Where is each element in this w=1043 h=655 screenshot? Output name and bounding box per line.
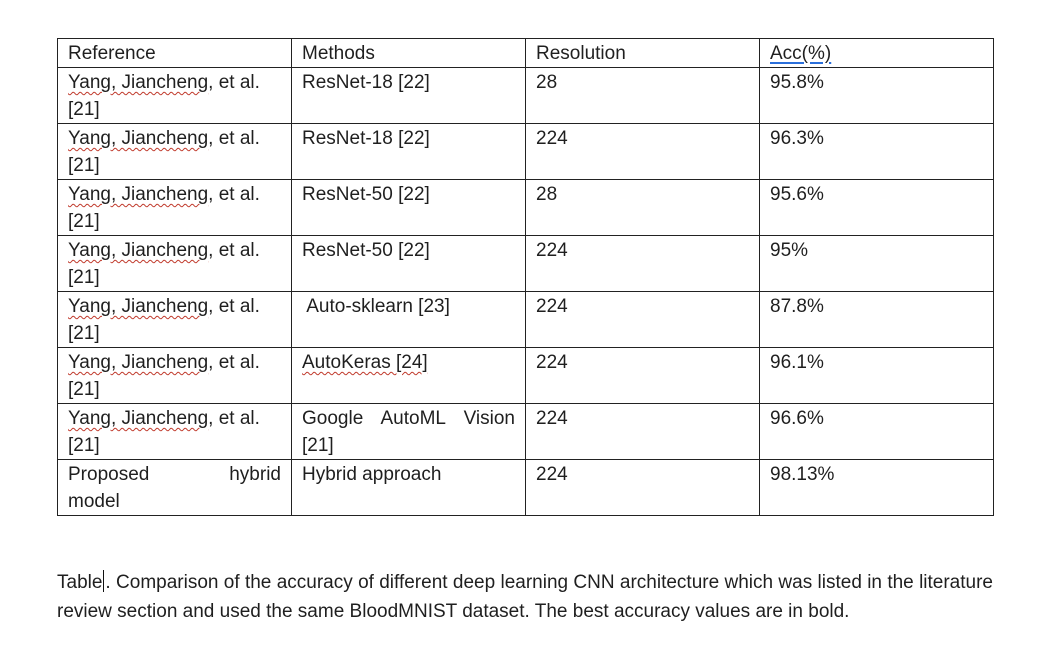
- reference-suffix: , et al.: [208, 352, 260, 373]
- reference-citation: [21]: [68, 211, 100, 232]
- text-cursor: [103, 570, 105, 592]
- reference-author: Yang, Jiancheng: [68, 296, 209, 317]
- accuracy-cell[interactable]: 95%: [759, 235, 994, 292]
- header-methods: Methods: [291, 38, 526, 68]
- method-cell[interactable]: ResNet-18 [22]: [291, 67, 526, 124]
- reference-author: Yang, Jiancheng: [68, 352, 209, 373]
- method-cell[interactable]: Auto-sklearn [23]: [291, 291, 526, 348]
- reference-author: Yang, Jiancheng: [68, 72, 209, 93]
- accuracy-cell[interactable]: 98.13%: [759, 459, 994, 516]
- method-cell[interactable]: AutoKeras [24]: [291, 347, 526, 404]
- resolution-cell[interactable]: 224: [525, 459, 760, 516]
- resolution-cell[interactable]: 224: [525, 347, 760, 404]
- method-line-1: Google AutoML Vision: [302, 408, 515, 429]
- table-row: Yang, Jiancheng, et al. [21] AutoKeras [2…: [57, 347, 994, 404]
- table-row: Yang, Jiancheng, et al. [21] ResNet-18 [2…: [57, 123, 994, 180]
- method-cell[interactable]: Hybrid approach: [291, 459, 526, 516]
- table-row: Yang, Jiancheng, et al. [21] Auto-sklearn…: [57, 291, 994, 348]
- method-text: Auto-sklearn [23]: [302, 296, 450, 317]
- method-line-2: [21]: [302, 435, 334, 456]
- reference-suffix: , et al.: [208, 240, 260, 261]
- method-text: AutoKeras [24]: [302, 352, 428, 373]
- reference-suffix: , et al.: [208, 72, 260, 93]
- method-cell[interactable]: ResNet-50 [22]: [291, 179, 526, 236]
- reference-suffix: , et al.: [208, 128, 260, 149]
- header-resolution: Resolution: [525, 38, 760, 68]
- resolution-cell[interactable]: 224: [525, 291, 760, 348]
- header-accuracy: Acc(%): [759, 38, 994, 68]
- reference-line-2: model: [68, 491, 120, 512]
- table-row: Yang, Jiancheng, et al. [21] ResNet-18 [2…: [57, 67, 994, 124]
- reference-cell[interactable]: Yang, Jiancheng, et al. [21]: [57, 403, 292, 460]
- table-row: Yang, Jiancheng, et al. [21] ResNet-50 [2…: [57, 235, 994, 292]
- resolution-cell[interactable]: 28: [525, 67, 760, 124]
- reference-citation: [21]: [68, 323, 100, 344]
- accuracy-cell[interactable]: 96.1%: [759, 347, 994, 404]
- accuracy-cell[interactable]: 87.8%: [759, 291, 994, 348]
- header-reference: Reference: [57, 38, 292, 68]
- reference-cell[interactable]: Yang, Jiancheng, et al. [21]: [57, 67, 292, 124]
- reference-cell[interactable]: Yang, Jiancheng, et al. [21]: [57, 235, 292, 292]
- reference-cell[interactable]: Yang, Jiancheng, et al. [21]: [57, 347, 292, 404]
- reference-line-1: Proposed hybrid: [68, 464, 281, 485]
- table-row: Yang, Jiancheng, et al. [21] ResNet-50 [2…: [57, 179, 994, 236]
- caption-label: Table: [57, 572, 103, 593]
- accuracy-cell[interactable]: 96.6%: [759, 403, 994, 460]
- accuracy-cell[interactable]: 95.8%: [759, 67, 994, 124]
- reference-author: Yang, Jiancheng: [68, 184, 209, 205]
- reference-suffix: , et al.: [208, 184, 260, 205]
- reference-author: Yang, Jiancheng: [68, 128, 209, 149]
- table-header-row: Reference Methods Resolution Acc(%): [57, 38, 994, 68]
- reference-citation: [21]: [68, 99, 100, 120]
- method-cell[interactable]: ResNet-50 [22]: [291, 235, 526, 292]
- reference-cell[interactable]: Yang, Jiancheng, et al. [21]: [57, 291, 292, 348]
- resolution-cell[interactable]: 28: [525, 179, 760, 236]
- resolution-cell[interactable]: 224: [525, 235, 760, 292]
- resolution-cell[interactable]: 224: [525, 123, 760, 180]
- resolution-cell[interactable]: 224: [525, 403, 760, 460]
- caption-text: . Comparison of the accuracy of differen…: [57, 572, 993, 622]
- table-row: Proposed hybrid model Hybrid approach 224…: [57, 459, 994, 516]
- reference-cell[interactable]: Proposed hybrid model: [57, 459, 292, 516]
- reference-citation: [21]: [68, 435, 100, 456]
- header-accuracy-text: Acc(%): [770, 43, 832, 64]
- comparison-table: Reference Methods Resolution Acc(%) Yang…: [57, 38, 994, 516]
- method-text: ResNet-18 [22]: [302, 72, 430, 93]
- method-cell[interactable]: ResNet-18 [22]: [291, 123, 526, 180]
- table-row: Yang, Jiancheng, et al. [21] Google AutoM…: [57, 403, 994, 460]
- table-caption[interactable]: Table. Comparison of the accuracy of dif…: [57, 568, 993, 626]
- reference-suffix: , et al.: [208, 408, 260, 429]
- reference-suffix: , et al.: [208, 296, 260, 317]
- reference-citation: [21]: [68, 267, 100, 288]
- reference-cell[interactable]: Yang, Jiancheng, et al. [21]: [57, 123, 292, 180]
- method-cell[interactable]: Google AutoML Vision [21]: [291, 403, 526, 460]
- reference-cell[interactable]: Yang, Jiancheng, et al. [21]: [57, 179, 292, 236]
- accuracy-cell[interactable]: 96.3%: [759, 123, 994, 180]
- reference-author: Yang, Jiancheng: [68, 408, 209, 429]
- reference-citation: [21]: [68, 155, 100, 176]
- accuracy-cell[interactable]: 95.6%: [759, 179, 994, 236]
- reference-author: Yang, Jiancheng: [68, 240, 209, 261]
- reference-citation: [21]: [68, 379, 100, 400]
